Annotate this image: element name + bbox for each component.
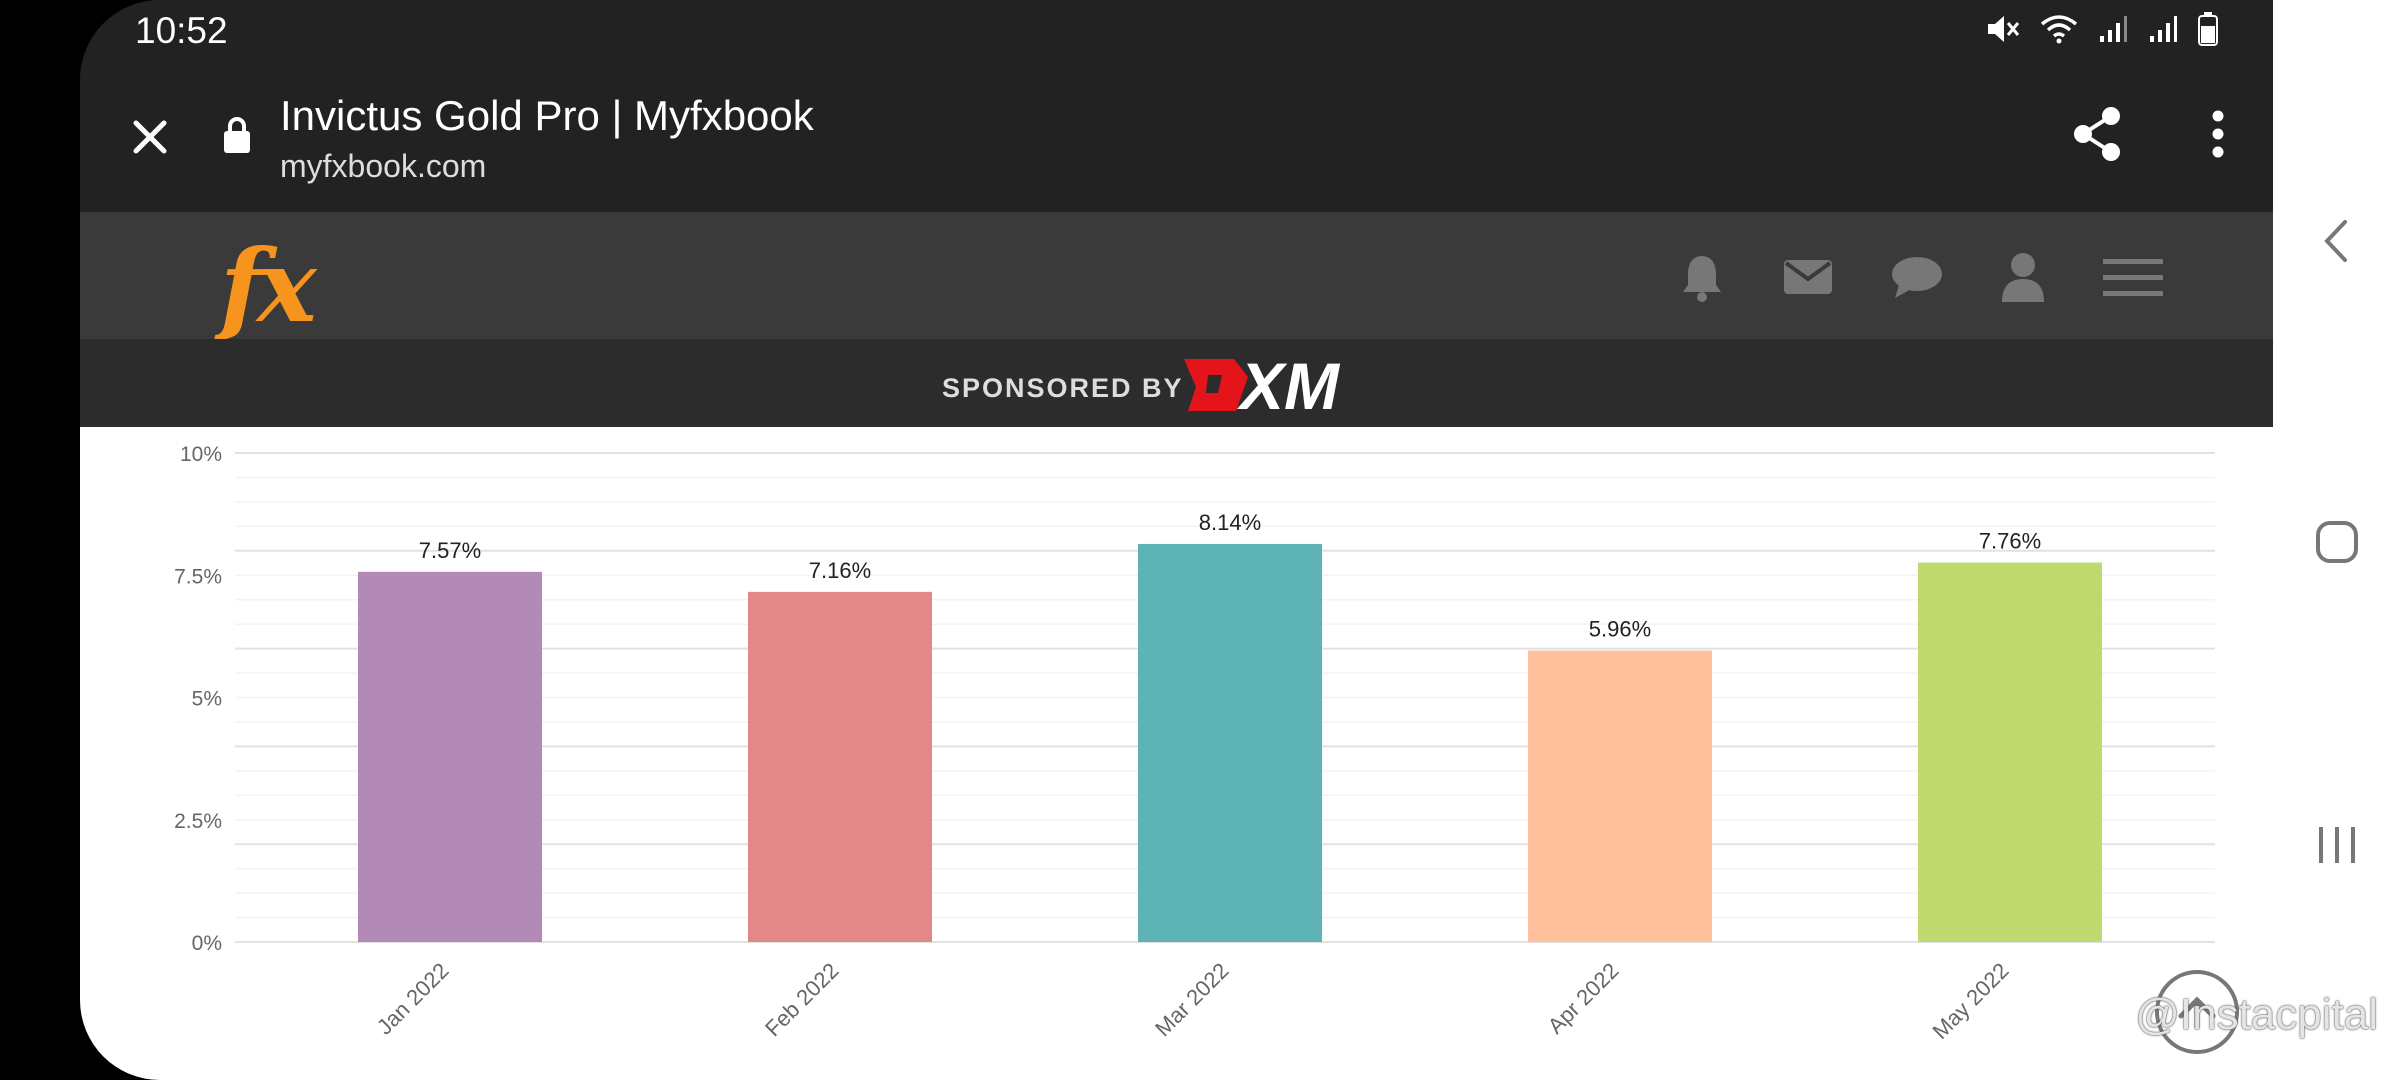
- signal-icon-2: [2150, 16, 2177, 42]
- wifi-icon: [2040, 15, 2078, 44]
- site-logo[interactable]: fx: [220, 227, 317, 345]
- x-tick-label: Mar 2022: [1150, 958, 1233, 1041]
- android-nav-bar: [2273, 0, 2400, 1080]
- bar-feb-2022: [748, 591, 932, 942]
- bar-may-2022: [1918, 562, 2102, 942]
- data-label: 7.76%: [1979, 529, 2041, 554]
- lock-icon: [224, 117, 250, 153]
- bar-jan-2022: [358, 571, 542, 942]
- x-tick-label: Feb 2022: [760, 958, 843, 1041]
- more-options-icon[interactable]: [2208, 104, 2228, 164]
- phone-screen: 10:52 Invictus Gold Pro | Myfxbook myfxb…: [80, 0, 2273, 1080]
- xm-logo: XM: [1184, 353, 1341, 417]
- status-time: 10:52: [135, 10, 228, 51]
- page-content: 0% 2.5% 5% 7.5% 10% 7.57% Jan 2022 7.16% Feb 202…: [80, 427, 2273, 1080]
- data-label: 5.96%: [1589, 617, 1651, 642]
- status-bar: 10:52: [80, 0, 2273, 62]
- x-tick-label: Apr 2022: [1543, 958, 1624, 1039]
- monthly-returns-bar-chart: 0% 2.5% 5% 7.5% 10% 7.57% Jan 2022 7.16% Feb 202…: [174, 443, 2215, 1044]
- bar-apr-2022: [1528, 650, 1712, 942]
- y-tick-label: 2.5%: [174, 810, 222, 833]
- signal-icon: [2100, 16, 2127, 42]
- y-tick-label: 0%: [192, 932, 222, 955]
- battery-icon: [2198, 12, 2218, 46]
- page-url[interactable]: myfxbook.com: [280, 148, 487, 184]
- scroll-to-top-button[interactable]: [2155, 970, 2239, 1054]
- sponsor-label: SPONSORED BY: [942, 373, 1184, 403]
- envelope-icon[interactable]: [1783, 257, 1833, 297]
- home-icon[interactable]: [2315, 520, 2359, 564]
- bell-icon[interactable]: [1679, 252, 1725, 302]
- recent-apps-icon[interactable]: [2315, 825, 2359, 865]
- status-icons: [1986, 12, 2218, 46]
- bar-mar-2022: [1138, 543, 1322, 942]
- x-tick-label: Jan 2022: [372, 958, 454, 1040]
- y-tick-label: 7.5%: [174, 565, 222, 588]
- data-label: 7.16%: [809, 558, 871, 583]
- header-nav: [1679, 252, 2163, 302]
- mute-icon: [1988, 16, 2020, 42]
- chat-bubble-icon[interactable]: [1891, 255, 1943, 299]
- share-icon[interactable]: [2069, 104, 2125, 164]
- browser-toolbar: Invictus Gold Pro | Myfxbook myfxbook.co…: [80, 62, 2273, 212]
- x-tick-label: May 2022: [1928, 958, 2014, 1044]
- site-header: fx: [80, 212, 2273, 345]
- xm-logo-text: XM: [1236, 353, 1341, 417]
- sponsor-banner[interactable]: SPONSORED BY XM: [80, 339, 2273, 427]
- data-label: 7.57%: [419, 538, 481, 563]
- watermark-text: @Instacpital: [2135, 990, 2378, 1039]
- hamburger-menu-icon[interactable]: [2103, 255, 2163, 299]
- y-tick-label: 5%: [192, 688, 222, 711]
- user-icon[interactable]: [2001, 252, 2045, 302]
- arrow-up-icon: [2178, 996, 2216, 1028]
- y-tick-label: 10%: [180, 443, 222, 466]
- close-icon[interactable]: [120, 107, 180, 167]
- data-label: 8.14%: [1199, 510, 1261, 535]
- back-icon[interactable]: [2321, 218, 2351, 264]
- page-title: Invictus Gold Pro | Myfxbook: [280, 92, 814, 139]
